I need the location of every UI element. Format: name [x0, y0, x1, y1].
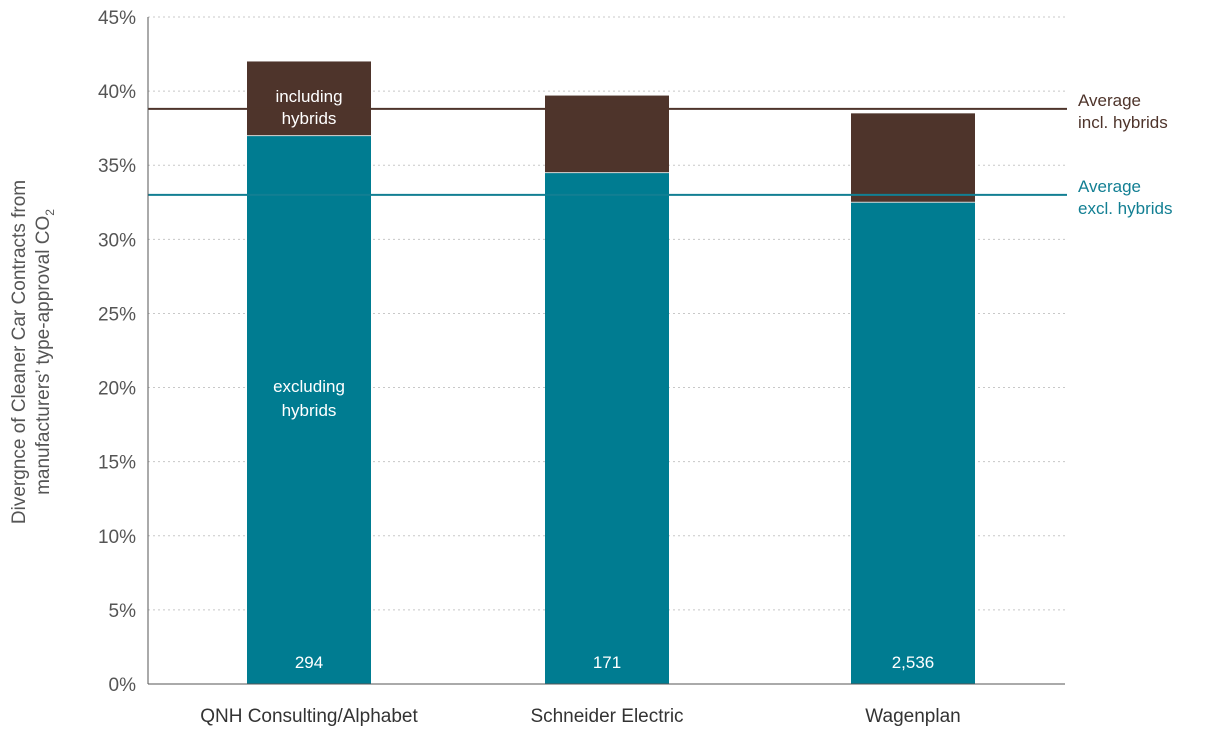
average-line-label: Average — [1078, 177, 1141, 196]
x-category-label: Wagenplan — [865, 706, 960, 727]
x-category-label: QNH Consulting/Alphabet — [200, 706, 418, 727]
y-tick-label: 10% — [98, 527, 136, 548]
bar-count-label: 171 — [593, 653, 621, 672]
y-tick-label: 5% — [109, 601, 137, 622]
bar-segment-excluding-hybrids — [247, 135, 371, 685]
bar-count-label: 294 — [295, 653, 323, 672]
y-axis-title-line: Divergnce of Cleaner Car Contracts from — [9, 180, 30, 524]
axis-layer: 0% 5% 10% 15% 20% 25% 30% 35% 40% 45% — [98, 8, 1065, 696]
y-axis-title-line: manufacturers’ type-approval CO2 — [33, 209, 57, 495]
bar-segment-including-hybrids — [545, 95, 669, 173]
y-tick-label: 35% — [98, 156, 136, 177]
average-line-label: Average — [1078, 91, 1141, 110]
y-tick-label: 30% — [98, 230, 136, 251]
bar-segment-excluding-hybrids — [545, 172, 669, 684]
y-tick-label: 0% — [109, 675, 137, 696]
bar-count-label: 2,536 — [892, 653, 935, 672]
y-axis-title-subscript: 2 — [43, 209, 57, 216]
bar-segment-including-hybrids — [851, 113, 975, 203]
segment-label: hybrids — [282, 109, 337, 128]
segment-label: including — [275, 87, 342, 106]
reference-line-layer — [148, 107, 1067, 196]
segment-label: hybrids — [282, 401, 337, 420]
average-line-label: incl. hybrids — [1078, 113, 1168, 132]
bar-segment-including-hybrids — [247, 61, 371, 136]
segment-label: excluding — [273, 377, 345, 396]
y-tick-label: 45% — [98, 8, 136, 29]
label-layer: 294 QNH Consulting/Alphabet 171 Schneider E… — [9, 87, 1172, 727]
bar-segment-excluding-hybrids — [851, 202, 975, 684]
y-tick-label: 20% — [98, 379, 136, 400]
x-category-label: Schneider Electric — [530, 706, 683, 727]
bar-layer — [247, 61, 975, 685]
y-tick-label: 25% — [98, 304, 136, 325]
y-tick-label: 15% — [98, 453, 136, 474]
y-tick-label: 40% — [98, 82, 136, 103]
y-axis-title: Divergnce of Cleaner Car Contracts from m… — [9, 180, 57, 524]
average-line-label: excl. hybrids — [1078, 199, 1172, 218]
